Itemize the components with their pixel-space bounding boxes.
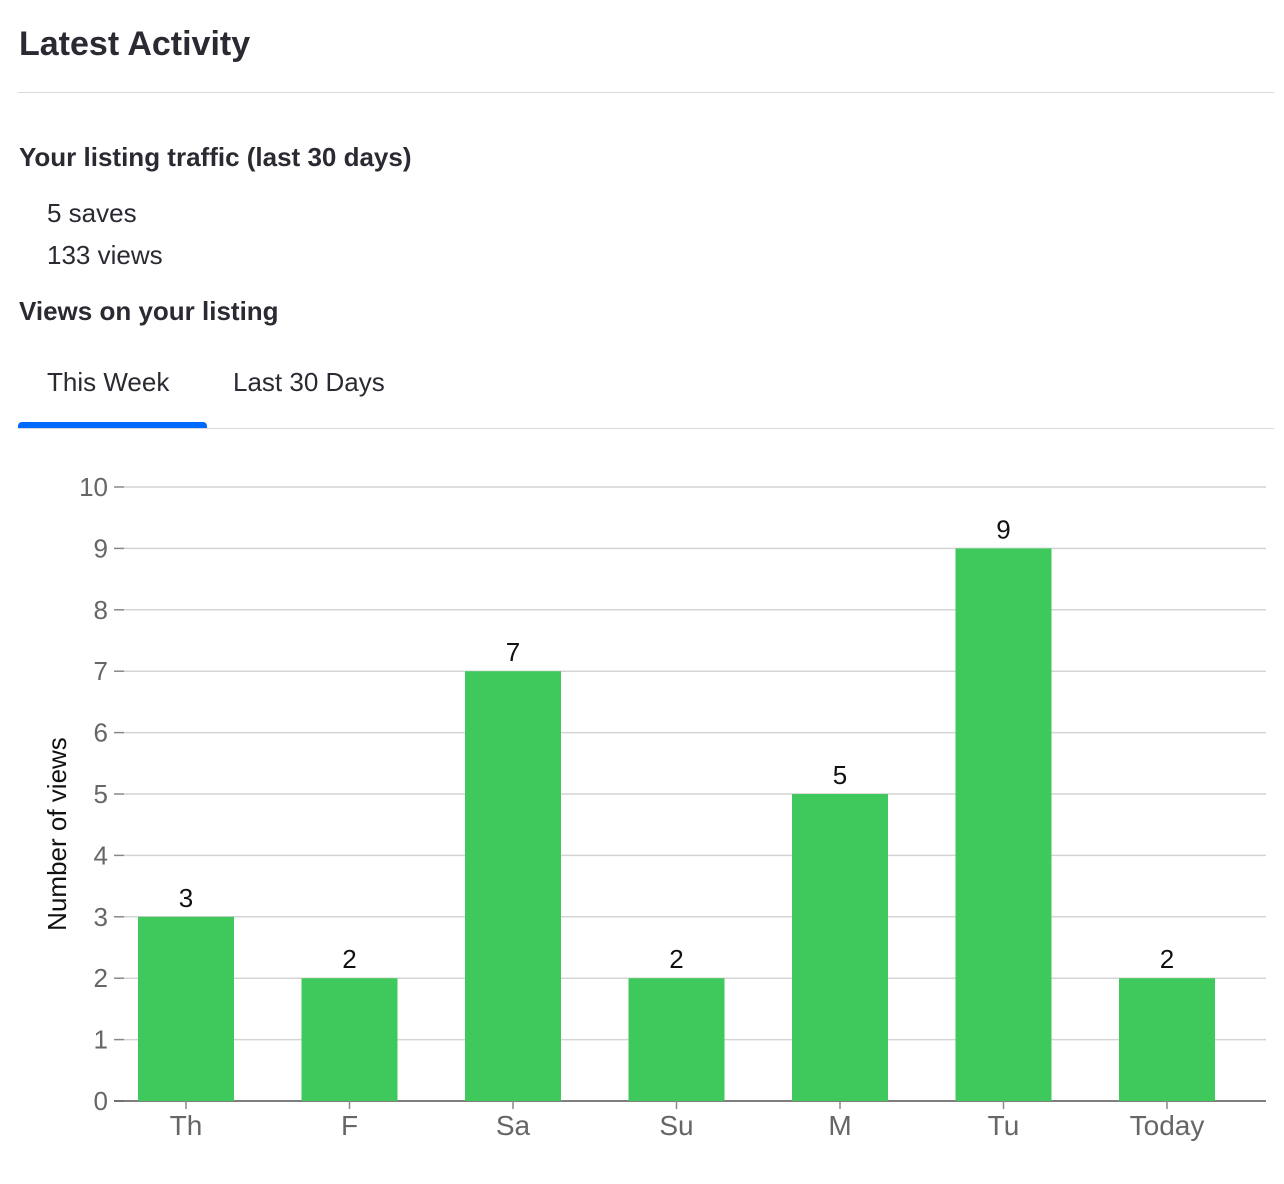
active-tab-indicator: [18, 422, 207, 429]
y-tick-label: 5: [94, 779, 108, 809]
page-title: Latest Activity: [19, 25, 251, 63]
bar-su[interactable]: [628, 978, 725, 1101]
views-count: 133 views: [47, 240, 163, 270]
bar-today[interactable]: [1119, 978, 1215, 1101]
data-label: 2: [342, 944, 356, 974]
data-label: 2: [1160, 944, 1174, 974]
bar-sa[interactable]: [465, 671, 561, 1101]
x-tick-label: Today: [1130, 1110, 1205, 1141]
chart-bars: [138, 548, 1215, 1101]
y-tick-label: 9: [94, 533, 108, 563]
y-tick-label: 0: [94, 1086, 108, 1116]
y-tick-label: 7: [94, 656, 108, 686]
x-tick-label: Su: [659, 1110, 693, 1141]
x-tick-label: Tu: [988, 1110, 1020, 1141]
chart-data-labels: 3 2 7 2 5 9 2: [179, 514, 1174, 974]
data-label: 7: [506, 637, 520, 667]
data-label: 3: [179, 883, 193, 913]
x-tick-label: F: [341, 1110, 358, 1141]
y-axis-label: Number of views: [42, 737, 72, 931]
x-tick-label: Th: [170, 1110, 203, 1141]
bar-th[interactable]: [138, 916, 234, 1101]
y-tick-label: 1: [94, 1025, 108, 1055]
tabs-divider: [18, 428, 1274, 429]
data-label: 5: [833, 760, 847, 790]
tab-this-week[interactable]: This Week: [47, 367, 170, 397]
y-tick-label: 6: [94, 718, 108, 748]
traffic-heading: Your listing traffic (last 30 days): [19, 142, 412, 172]
chart-gridlines: [124, 486, 1266, 1041]
views-bar-chart: 0 1 2 3 4 5 6 7 8 9 10 3 2 7 2 5 9 2 Th F Sa Su M Tu Today Num…: [42, 472, 1266, 1141]
bar-f[interactable]: [301, 978, 398, 1101]
chart-x-axis: Th F Sa Su M Tu Today: [170, 1101, 1205, 1141]
views-tabs: This Week Last 30 Days: [18, 360, 1274, 430]
y-tick-label: 3: [94, 902, 108, 932]
y-tick-label: 4: [94, 840, 108, 870]
bar-tu[interactable]: [955, 548, 1052, 1101]
saves-count: 5 saves: [47, 198, 137, 228]
views-heading: Views on your listing: [19, 296, 279, 326]
y-tick-label: 10: [79, 472, 108, 502]
data-label: 9: [996, 514, 1010, 544]
data-label: 2: [669, 944, 683, 974]
x-tick-label: Sa: [496, 1110, 531, 1141]
y-tick-label: 8: [94, 595, 108, 625]
header-divider: [18, 92, 1274, 93]
y-tick-label: 2: [94, 963, 108, 993]
tab-last-30-days[interactable]: Last 30 Days: [233, 367, 385, 397]
x-tick-label: M: [828, 1110, 851, 1141]
bar-m[interactable]: [792, 794, 888, 1101]
